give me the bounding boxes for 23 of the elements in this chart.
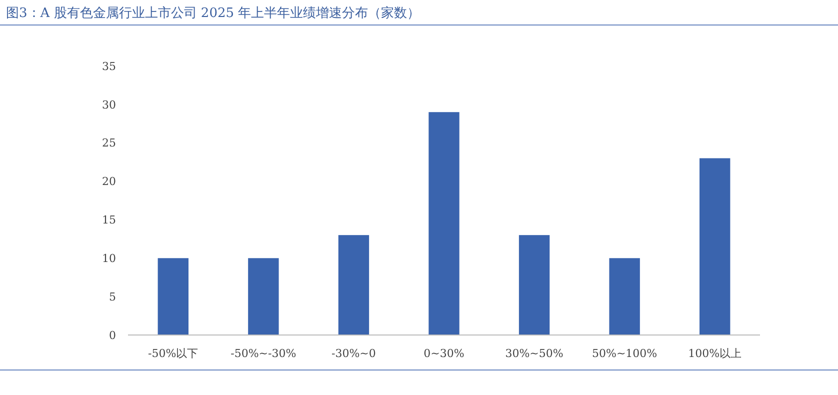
y-tick-label: 25 [102, 136, 116, 150]
y-tick-label: 30 [102, 98, 116, 112]
x-tick-label: -50%以下 [148, 347, 198, 360]
bar [158, 258, 188, 335]
bar [338, 235, 370, 335]
y-tick-label: 5 [109, 290, 116, 304]
y-tick-label: 0 [109, 328, 116, 342]
bar [518, 235, 550, 335]
x-tick-label: 0~30% [424, 347, 464, 360]
x-tick-label: 50%~100% [592, 347, 658, 360]
x-tick-label: 30%~50% [505, 347, 564, 360]
bar [609, 258, 640, 335]
y-tick-label: 10 [102, 252, 116, 265]
bar [428, 112, 460, 335]
x-tick-label: 100%以上 [688, 347, 742, 360]
x-tick-label: -30%~0 [332, 347, 376, 360]
y-tick-label: 35 [102, 60, 116, 73]
y-tick-label: 15 [102, 214, 116, 227]
chart-title: 图3：A 股有色金属行业上市公司 2025 年上半年业绩增速分布（家数） [6, 5, 420, 21]
bar [248, 258, 279, 335]
y-tick-label: 20 [102, 175, 116, 188]
x-tick-label: -50%~-30% [230, 347, 296, 360]
bar [700, 158, 730, 335]
